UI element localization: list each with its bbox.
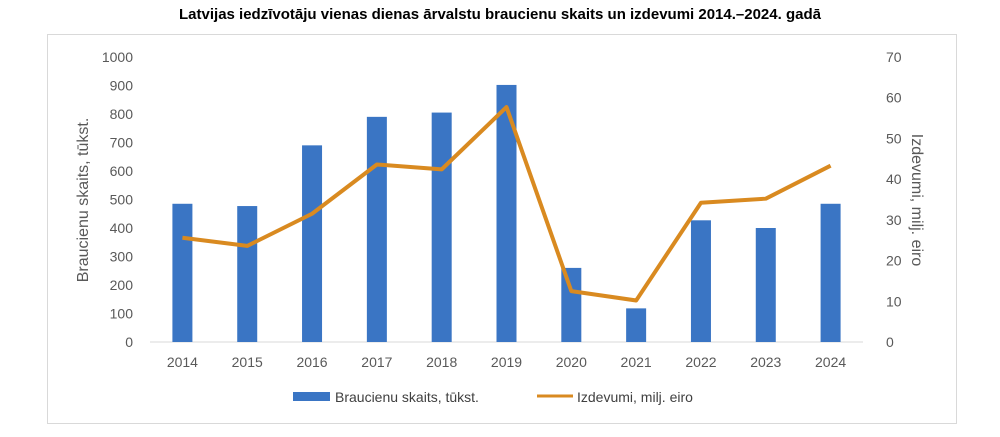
x-tick-label: 2014 bbox=[167, 354, 198, 370]
x-tick-label: 2019 bbox=[491, 354, 522, 370]
x-tick-label: 2015 bbox=[232, 354, 263, 370]
left-axis-ticks: 0 100 200 300 400 500 600 700 800 900 1000 bbox=[102, 49, 133, 350]
bar bbox=[626, 308, 647, 342]
y2-tick-label: 70 bbox=[886, 49, 902, 65]
x-tick-label: 2022 bbox=[685, 354, 716, 370]
bar bbox=[431, 112, 452, 342]
right-axis-ticks: 0 10 20 30 40 50 60 70 bbox=[886, 49, 902, 350]
y-tick-label: 900 bbox=[110, 78, 134, 94]
bar bbox=[172, 203, 193, 342]
bar bbox=[302, 145, 323, 342]
chart-title: Latvijas iedzīvotāju vienas dienas ārval… bbox=[179, 6, 821, 23]
y2-tick-label: 50 bbox=[886, 130, 902, 146]
y2-tick-label: 0 bbox=[886, 334, 894, 350]
y-tick-label: 1000 bbox=[102, 49, 133, 65]
y2-tick-label: 60 bbox=[886, 90, 902, 106]
y2-tick-label: 30 bbox=[886, 212, 902, 228]
y-tick-label: 500 bbox=[110, 192, 134, 208]
legend-bar-swatch bbox=[293, 392, 330, 401]
y-tick-label: 700 bbox=[110, 135, 134, 151]
bar bbox=[366, 116, 387, 342]
y-tick-label: 800 bbox=[110, 106, 134, 122]
y-tick-label: 100 bbox=[110, 306, 134, 322]
bar-series bbox=[172, 84, 841, 343]
bar bbox=[820, 203, 841, 342]
y2-tick-label: 10 bbox=[886, 293, 902, 309]
y-tick-label: 200 bbox=[110, 277, 134, 293]
bar bbox=[755, 228, 776, 342]
x-tick-label: 2023 bbox=[750, 354, 781, 370]
bar bbox=[237, 206, 258, 342]
y2-axis-title: Izdevumi, milj. eiro bbox=[908, 134, 925, 267]
y-tick-label: 600 bbox=[110, 163, 134, 179]
legend-bar-label: Braucienu skaits, tūkst. bbox=[335, 389, 479, 405]
y-tick-label: 300 bbox=[110, 249, 134, 265]
y2-tick-label: 40 bbox=[886, 171, 902, 187]
x-axis-ticks: 2014 2015 2016 2017 2018 2019 2020 2021 2022 2023… bbox=[167, 354, 847, 370]
line-series-izdevumi bbox=[182, 105, 832, 303]
chart-frame bbox=[47, 34, 957, 424]
y2-tick-label: 20 bbox=[886, 253, 902, 269]
x-tick-label: 2017 bbox=[361, 354, 392, 370]
x-tick-label: 2024 bbox=[815, 354, 846, 370]
y-tick-label: 400 bbox=[110, 220, 134, 236]
y-tick-label: 0 bbox=[125, 334, 133, 350]
x-tick-label: 2020 bbox=[556, 354, 587, 370]
legend-line-label: Izdevumi, milj. eiro bbox=[577, 389, 693, 405]
x-tick-label: 2016 bbox=[296, 354, 327, 370]
bar bbox=[690, 220, 711, 342]
x-tick-label: 2021 bbox=[621, 354, 652, 370]
x-tick-label: 2018 bbox=[426, 354, 457, 370]
bar bbox=[561, 267, 582, 342]
y-axis-title: Braucienu skaits, tūkst. bbox=[75, 118, 92, 283]
bar bbox=[496, 84, 517, 343]
